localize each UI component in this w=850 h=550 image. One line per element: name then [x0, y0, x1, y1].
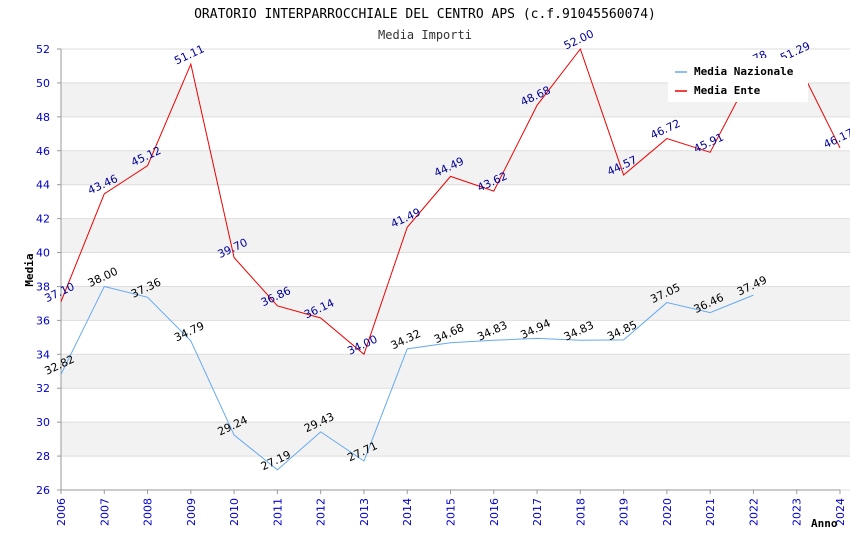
y-tick-label: 38: [36, 280, 50, 293]
y-tick-labels: 26 28 30 32 34 36 38 40 42 44 46 48 50 52: [36, 43, 61, 497]
x-tick-label: 2024: [834, 498, 847, 526]
background-bands: [61, 82, 850, 457]
data-label-ente: 51.11: [172, 42, 206, 67]
series-line-nazionale: [60, 285, 754, 471]
chart-title: ORATORIO INTERPARROCCHIALE DEL CENTRO AP…: [194, 7, 656, 22]
x-tick-label: 2022: [747, 498, 760, 526]
y-tick-label: 26: [36, 484, 50, 497]
x-tick-label: 2012: [315, 498, 328, 526]
x-tick-label: 2009: [185, 498, 198, 526]
x-tick-label: 2021: [704, 498, 717, 526]
y-tick-label: 36: [36, 314, 50, 327]
x-tick-label: 2008: [142, 498, 155, 526]
chart-subtitle: Media Importi: [378, 28, 472, 42]
y-tick-label: 40: [36, 247, 50, 260]
y-tick-label: 30: [36, 416, 50, 429]
x-tick-label: 2006: [55, 498, 68, 526]
grid-band: [61, 218, 850, 253]
grid-band: [61, 286, 850, 321]
y-tick-label: 46: [36, 145, 50, 158]
series-line-ente: [60, 47, 841, 356]
x-tick-label: 2007: [98, 498, 111, 526]
data-label-ente: 46.17: [821, 126, 850, 151]
legend-label-ente: Media Ente: [694, 84, 761, 97]
y-axis-label: Media: [23, 253, 36, 286]
x-tick-label: 2023: [791, 498, 804, 526]
x-tick-label: 2018: [574, 498, 587, 526]
x-tick-label: 2019: [618, 498, 631, 526]
y-tick-label: 48: [36, 111, 50, 124]
x-tick-labels: 2006 2007 2008 2009 2010 2011 2012 2013 2014 2015…: [55, 490, 847, 526]
y-tick-label: 34: [36, 348, 50, 361]
data-label-nazionale: 34.79: [172, 319, 206, 344]
series-lines: [60, 47, 841, 471]
data-label-ente: 46.72: [648, 117, 682, 142]
y-tick-label: 28: [36, 450, 50, 463]
x-tick-label: 2015: [445, 498, 458, 526]
grid-band: [61, 354, 850, 389]
legend-label-nazionale: Media Nazionale: [694, 65, 794, 78]
x-tick-label: 2016: [488, 498, 501, 526]
legend: Media Nazionale Media Ente: [668, 58, 808, 102]
x-tick-label: 2013: [358, 498, 371, 526]
x-tick-label: 2010: [228, 498, 241, 526]
x-tick-label: 2014: [401, 498, 414, 526]
data-label-nazionale: 34.32: [389, 327, 423, 352]
y-tick-label: 44: [36, 179, 50, 192]
x-tick-label: 2020: [661, 498, 674, 526]
x-axis-label: Anno: [811, 517, 838, 530]
y-tick-label: 42: [36, 213, 50, 226]
grid-band: [61, 422, 850, 457]
grid-band: [61, 150, 850, 185]
x-tick-label: 2011: [271, 498, 284, 526]
legend-box: [668, 58, 808, 102]
y-tick-label: 52: [36, 43, 50, 56]
y-tick-label: 50: [36, 77, 50, 90]
y-tick-label: 32: [36, 382, 50, 395]
x-tick-label: 2017: [531, 498, 544, 526]
